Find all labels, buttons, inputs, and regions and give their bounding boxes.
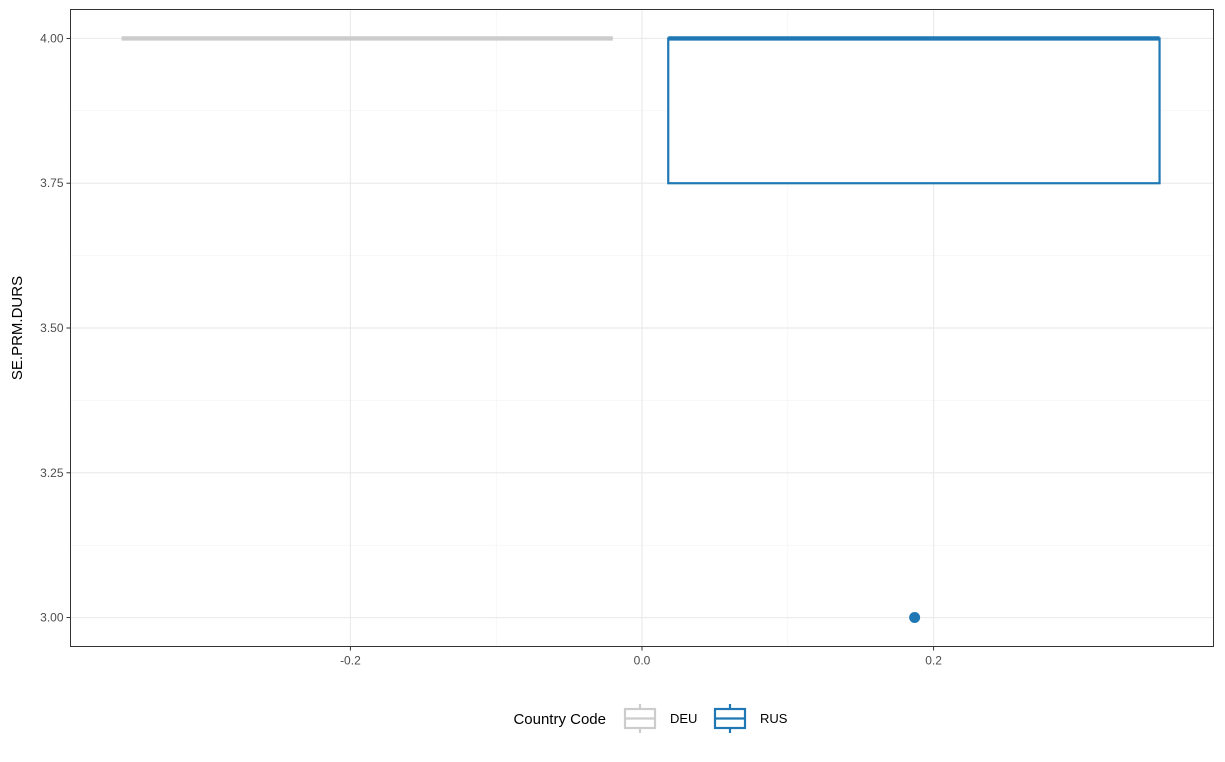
y-tick-label: 3.00 [40,611,64,625]
box-marks [121,36,1161,624]
legend-key-deu [623,704,657,733]
legend-keys: DEU RUS [623,704,788,733]
axes: 3.00 3.25 3.50 3.75 4.00 -0.2 0.0 0.2 [40,31,942,667]
box-body [667,37,1161,185]
x-tick-label: -0.2 [340,654,361,668]
y-axis-title: SE.PRM.DURS [9,276,26,380]
legend: Country Code DEU RUS [513,704,788,733]
x-tick-label: 0.0 [634,654,651,668]
x-tick-label: 0.2 [925,654,942,668]
box-rus [667,36,1161,624]
outlier-point [909,612,921,624]
legend-key-rus [713,704,747,733]
legend-title: Country Code [513,711,606,728]
legend-label-rus: RUS [760,711,788,726]
y-tick-label: 3.25 [40,466,64,480]
legend-label-deu: DEU [670,711,697,726]
y-tick-label: 3.50 [40,321,64,335]
y-tick-label: 4.00 [40,31,64,45]
y-tick-label: 3.75 [40,176,64,190]
